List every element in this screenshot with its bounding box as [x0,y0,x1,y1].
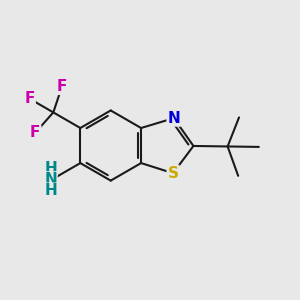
Text: H: H [44,160,57,175]
Text: F: F [30,125,40,140]
Text: F: F [57,79,67,94]
Text: N: N [167,111,180,126]
Text: S: S [167,166,178,181]
Text: H: H [44,183,57,198]
Text: F: F [24,91,35,106]
Text: N: N [44,172,57,187]
